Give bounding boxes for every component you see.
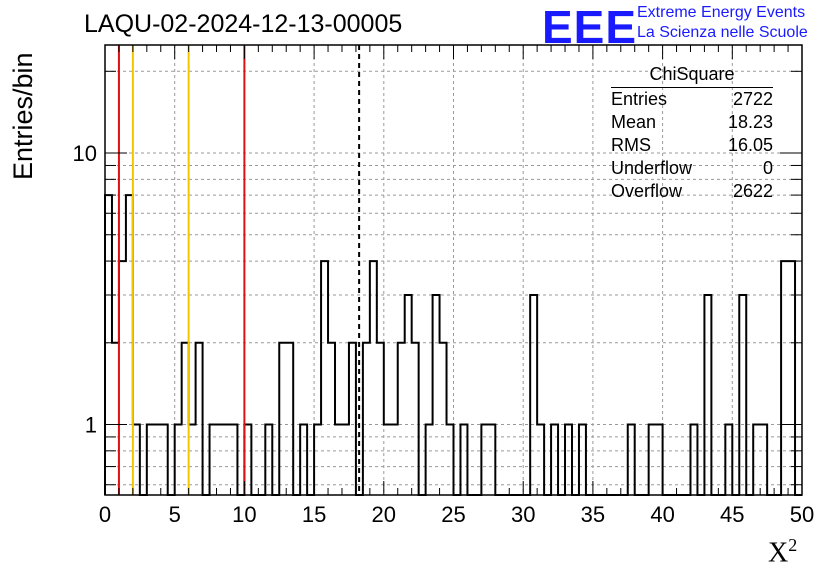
- histogram-bin: [133, 425, 140, 495]
- y-tick-label: 1: [85, 413, 97, 438]
- stats-value: 0: [762, 158, 773, 178]
- logo-line-2: La Scienza nelle Scuole: [637, 24, 808, 41]
- histogram-bin: [230, 425, 237, 495]
- x-tick-label: 30: [511, 502, 535, 527]
- histogram-bin: [788, 261, 795, 495]
- stats-label: Mean: [611, 112, 657, 132]
- histogram-bin: [265, 425, 272, 495]
- stats-row-mean: Mean 18.23: [611, 111, 773, 134]
- x-tick-label: 0: [99, 502, 111, 527]
- histogram-bin: [739, 295, 746, 495]
- histogram-bin: [656, 425, 663, 495]
- histogram-bin: [370, 261, 377, 495]
- x-tick-label: 20: [372, 502, 396, 527]
- histogram-bin: [551, 425, 558, 495]
- histogram-bin: [537, 425, 544, 495]
- stats-label: RMS: [611, 135, 651, 155]
- stats-label: Overflow: [611, 181, 683, 201]
- histogram-bin: [565, 425, 572, 495]
- histogram-bin: [447, 425, 454, 495]
- histogram-bin: [363, 343, 370, 495]
- histogram-bin: [426, 425, 433, 495]
- x-tick-label: 10: [232, 502, 256, 527]
- histogram-bin: [217, 425, 224, 495]
- histogram-bin: [704, 295, 711, 495]
- stats-label: Underflow: [611, 158, 693, 178]
- histogram-bin: [321, 261, 328, 495]
- histogram-bin: [314, 425, 321, 495]
- x-axis-label-superscript: 2: [788, 535, 798, 555]
- histogram-bin: [781, 261, 788, 495]
- histogram-bin: [440, 343, 447, 495]
- histogram-bin: [119, 261, 126, 495]
- histogram-bin: [105, 195, 112, 495]
- eee-logo-text: Extreme Energy Events La Scienza nelle S…: [637, 3, 808, 43]
- stats-label: Entries: [611, 89, 668, 109]
- x-tick-label: 15: [302, 502, 326, 527]
- histogram-bin: [753, 425, 760, 495]
- histogram-bin: [460, 425, 467, 495]
- histogram-bin: [147, 425, 154, 495]
- histogram-bin: [182, 343, 189, 495]
- stats-value: 2722: [732, 89, 773, 109]
- stats-value: 16.05: [727, 135, 773, 155]
- histogram-bin: [286, 343, 293, 495]
- histogram-bin: [161, 425, 168, 495]
- histogram-bin: [210, 425, 217, 495]
- stats-row-entries: Entries 2722: [611, 88, 773, 111]
- stats-row-rms: RMS 16.05: [611, 134, 773, 157]
- x-tick-label: 5: [169, 502, 181, 527]
- histogram-bin: [300, 425, 307, 495]
- histogram-bin: [175, 425, 182, 495]
- y-tick-label: 10: [73, 141, 97, 166]
- histogram-bin: [154, 425, 161, 495]
- x-tick-label: 50: [790, 502, 814, 527]
- histogram-bin: [112, 343, 119, 495]
- stats-row-overflow: Overflow 2622: [611, 180, 773, 203]
- histogram-bin: [244, 425, 251, 495]
- histogram-bin: [398, 343, 405, 495]
- histogram-bin: [433, 295, 440, 495]
- histogram-bin: [760, 425, 767, 495]
- stats-row-underflow: Underflow 0: [611, 157, 773, 180]
- histogram-bin: [481, 425, 488, 495]
- histogram-bin: [649, 425, 656, 495]
- stats-value: 2622: [732, 181, 773, 201]
- x-axis-label-text: X: [768, 537, 789, 569]
- histogram-bin: [488, 425, 495, 495]
- histogram-bin: [628, 425, 635, 495]
- x-axis-label: X2: [768, 535, 797, 569]
- histogram-bin: [530, 295, 537, 495]
- histogram-bin: [349, 343, 356, 495]
- histogram-bin: [196, 343, 203, 495]
- histogram-bin: [189, 425, 196, 495]
- histogram-bin: [279, 343, 286, 495]
- x-tick-label: 40: [650, 502, 674, 527]
- x-tick-label: 45: [720, 502, 744, 527]
- histogram-bin: [412, 343, 419, 495]
- histogram-bin: [126, 195, 133, 495]
- histogram-bin: [725, 425, 732, 495]
- y-axis-label: Entries/bin: [8, 52, 38, 180]
- histogram-bin: [579, 425, 586, 495]
- chart-title: LAQU-02-2024-12-13-00005: [84, 10, 403, 38]
- histogram-bin: [391, 425, 398, 495]
- x-tick-label: 35: [581, 502, 605, 527]
- stats-title: ChiSquare: [649, 64, 735, 84]
- histogram-bin: [384, 425, 391, 495]
- histogram-bin: [377, 343, 384, 495]
- logo-line-1: Extreme Energy Events: [637, 4, 806, 21]
- x-tick-label: 25: [441, 502, 465, 527]
- stats-box: ChiSquare Entries 2722 Mean 18.23 RMS 16.05…: [611, 64, 773, 203]
- histogram-bin: [328, 343, 335, 495]
- stats-rule: [611, 87, 773, 88]
- stats-value: 18.23: [727, 112, 773, 132]
- eee-logo: EEE: [542, 1, 638, 53]
- histogram-bin: [405, 295, 412, 495]
- histogram-bin: [342, 425, 349, 495]
- histogram-bin: [223, 425, 230, 495]
- histogram-bin: [335, 425, 342, 495]
- histogram-bin: [690, 425, 697, 495]
